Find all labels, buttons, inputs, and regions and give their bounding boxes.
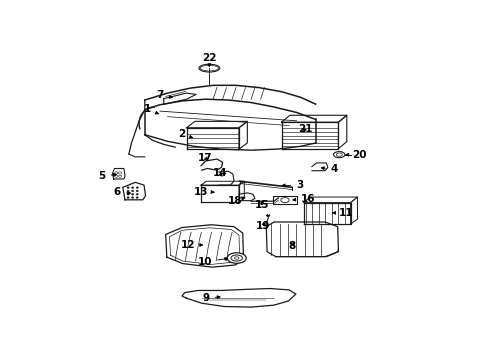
- Text: 13: 13: [194, 186, 214, 197]
- Text: 9: 9: [203, 293, 220, 303]
- Circle shape: [127, 190, 129, 192]
- Text: 16: 16: [293, 194, 316, 204]
- Text: 14: 14: [213, 168, 227, 179]
- Text: 17: 17: [198, 153, 213, 163]
- Circle shape: [136, 190, 138, 192]
- Text: 10: 10: [197, 257, 228, 267]
- Circle shape: [127, 193, 129, 195]
- Circle shape: [131, 190, 134, 192]
- Text: 5: 5: [98, 171, 116, 181]
- Text: 2: 2: [178, 129, 193, 139]
- Circle shape: [131, 197, 134, 198]
- Text: 6: 6: [114, 187, 130, 197]
- Circle shape: [136, 187, 138, 188]
- Text: 18: 18: [228, 195, 245, 206]
- Text: 15: 15: [255, 199, 270, 210]
- Ellipse shape: [227, 253, 246, 263]
- Text: 11: 11: [333, 208, 353, 218]
- Text: 12: 12: [181, 240, 202, 250]
- Text: 8: 8: [289, 241, 296, 251]
- Text: 20: 20: [346, 150, 367, 160]
- Text: 22: 22: [202, 53, 217, 67]
- Circle shape: [127, 187, 129, 188]
- Circle shape: [136, 193, 138, 195]
- Text: 4: 4: [321, 164, 339, 174]
- Circle shape: [127, 197, 129, 198]
- Text: 19: 19: [255, 221, 270, 231]
- Text: 7: 7: [156, 90, 172, 100]
- Text: 21: 21: [298, 123, 312, 134]
- Text: 1: 1: [144, 104, 158, 114]
- Circle shape: [131, 193, 134, 195]
- Circle shape: [131, 187, 134, 188]
- Text: 3: 3: [282, 180, 303, 190]
- Circle shape: [136, 197, 138, 198]
